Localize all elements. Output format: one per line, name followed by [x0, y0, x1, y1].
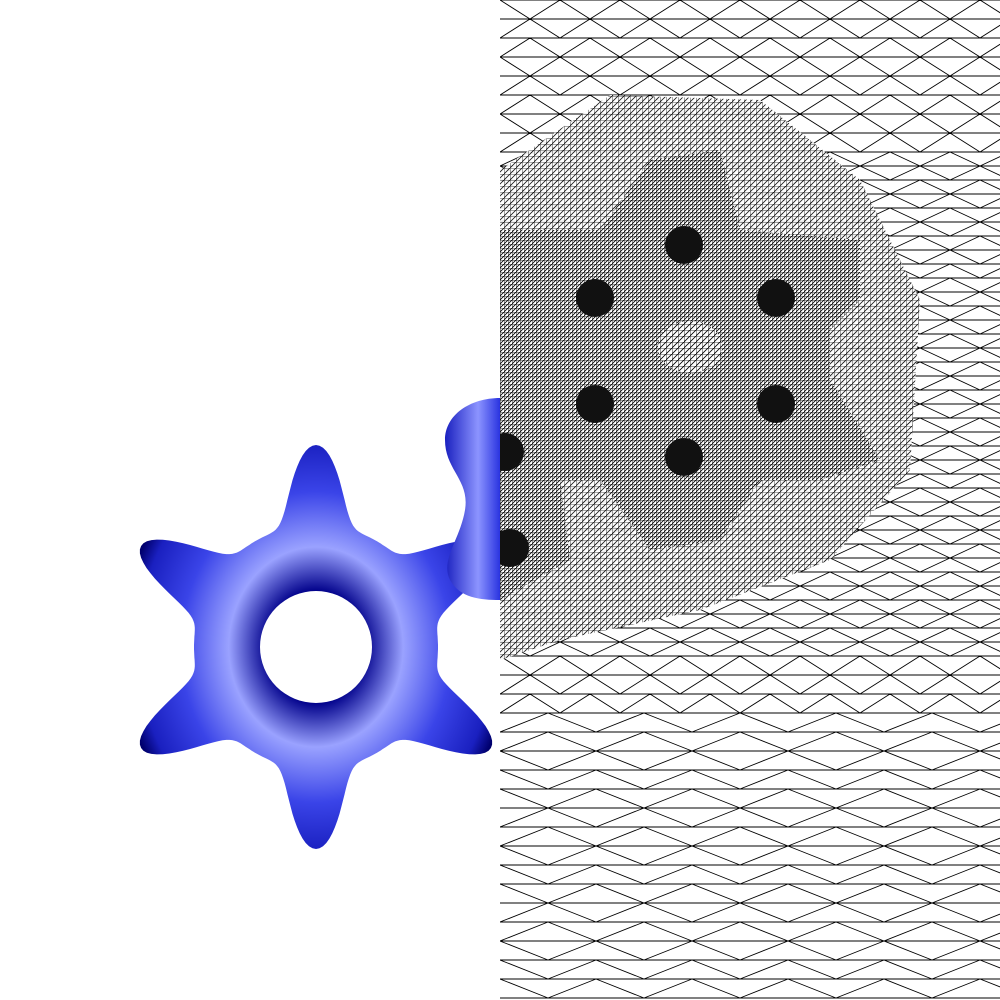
dense-node [665, 438, 703, 476]
dense-node [500, 529, 529, 567]
denser-region [500, 150, 880, 600]
mesh-hole [658, 321, 722, 373]
dense-node [757, 279, 795, 317]
mesh [500, 0, 1000, 1000]
shape-group [139, 398, 500, 849]
dense-node [576, 279, 614, 317]
dense-node [576, 385, 614, 423]
partial-shape [445, 398, 500, 600]
dense-node [500, 433, 524, 471]
dense-node [757, 385, 795, 423]
dense-node [665, 226, 703, 264]
gear-shape [139, 445, 493, 849]
